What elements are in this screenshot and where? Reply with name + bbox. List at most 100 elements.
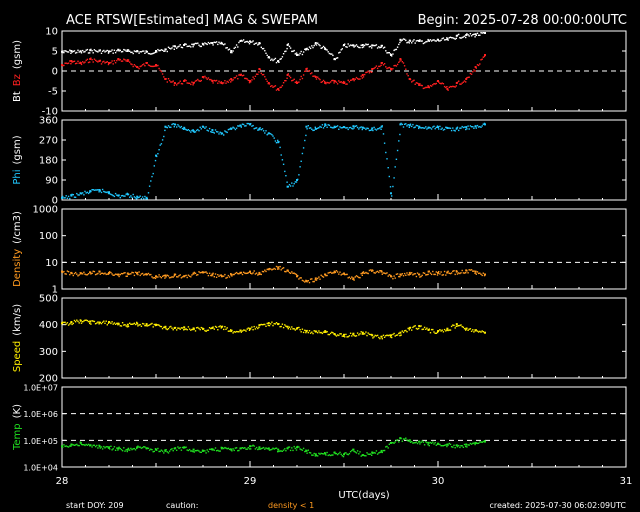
data-point-bt	[225, 47, 227, 49]
data-point-temp	[192, 448, 195, 451]
data-point-speed	[286, 325, 289, 328]
data-point-speed	[227, 330, 230, 332]
data-point-bz	[422, 87, 425, 90]
data-point-speed	[339, 333, 341, 335]
data-point-temp	[286, 447, 289, 450]
data-point-phi	[291, 182, 293, 184]
data-point-temp	[325, 454, 327, 456]
data-point-bz	[111, 60, 113, 62]
data-point-speed	[383, 336, 386, 338]
data-point-bz	[307, 70, 309, 72]
data-point-phi	[430, 128, 433, 130]
data-point-phi	[218, 133, 220, 135]
data-point-bz	[200, 79, 202, 82]
data-point-density	[427, 273, 429, 276]
data-point-temp	[138, 446, 140, 448]
data-point-bz	[430, 85, 433, 87]
data-point-bz	[64, 62, 66, 64]
data-point-bz	[390, 68, 392, 70]
data-point-speed	[214, 325, 217, 328]
data-point-temp	[267, 447, 270, 450]
data-point-density	[358, 276, 360, 279]
data-point-density	[426, 274, 428, 276]
data-point-speed	[393, 332, 395, 335]
data-point-bt	[103, 49, 105, 52]
data-point-bz	[378, 65, 380, 68]
data-point-speed	[247, 327, 249, 329]
data-point-bt	[192, 46, 194, 48]
data-point-temp	[172, 450, 174, 452]
data-point-density	[126, 275, 128, 277]
data-point-phi	[353, 127, 355, 129]
data-point-density	[299, 277, 301, 279]
data-point-bt	[333, 58, 336, 60]
data-point-density	[223, 275, 225, 277]
data-point-bz	[71, 61, 73, 63]
data-point-density	[225, 277, 227, 279]
data-point-bt	[422, 42, 425, 45]
data-point-bt	[206, 43, 208, 46]
data-point-density	[172, 276, 174, 278]
data-point-bz	[192, 82, 195, 84]
data-point-bz	[299, 78, 301, 81]
data-point-phi	[459, 127, 461, 129]
data-point-temp	[65, 445, 67, 447]
data-point-density	[228, 276, 231, 278]
data-point-density	[375, 271, 378, 273]
data-point-bz	[286, 74, 289, 76]
data-point-phi	[382, 133, 385, 135]
data-point-speed	[296, 327, 298, 330]
y-tick-label-bt-bz-0: 10	[45, 27, 58, 38]
data-point-phi	[138, 196, 140, 198]
data-point-phi	[418, 127, 420, 130]
data-point-bz	[141, 64, 144, 66]
data-point-speed	[302, 331, 305, 334]
data-point-temp	[368, 453, 371, 455]
data-point-bz	[313, 75, 315, 77]
data-point-temp	[446, 445, 448, 448]
data-point-bt	[395, 48, 398, 51]
data-point-temp	[155, 448, 157, 451]
data-point-bz	[202, 76, 204, 78]
data-point-density	[399, 273, 402, 276]
data-point-density	[123, 272, 125, 274]
data-point-phi	[176, 126, 178, 128]
data-point-density	[145, 273, 148, 276]
y-axis-label-part-temp-0: Temp	[12, 423, 23, 451]
data-point-bz	[73, 60, 76, 62]
data-point-bz	[393, 65, 395, 67]
data-point-density	[364, 272, 366, 274]
data-point-phi	[281, 159, 284, 161]
data-point-speed	[400, 334, 402, 336]
data-point-bz	[462, 81, 465, 83]
y-axis-label-speed: Speed(km/s)	[12, 304, 23, 372]
data-point-temp	[96, 444, 98, 447]
data-point-bt	[315, 44, 318, 46]
data-point-speed	[224, 326, 226, 328]
data-point-density	[429, 272, 432, 274]
data-point-speed	[308, 330, 311, 332]
data-point-bt	[123, 48, 125, 51]
data-point-temp	[235, 447, 238, 449]
data-point-temp	[248, 448, 251, 450]
data-point-density	[137, 273, 139, 276]
data-point-phi	[103, 190, 105, 193]
data-point-temp	[326, 451, 328, 454]
data-point-temp	[296, 446, 298, 449]
data-point-speed	[274, 323, 277, 325]
data-point-temp	[461, 445, 463, 447]
data-point-temp	[213, 449, 215, 451]
data-point-bt	[340, 49, 342, 51]
data-point-density	[151, 276, 153, 278]
data-point-bt	[111, 49, 113, 51]
data-point-temp	[158, 450, 160, 453]
data-point-temp	[429, 441, 432, 444]
data-point-phi	[380, 128, 382, 130]
data-point-density	[171, 276, 173, 278]
data-point-density	[195, 274, 198, 276]
data-point-density	[380, 270, 383, 273]
data-point-bz	[356, 78, 359, 80]
data-point-density	[258, 273, 260, 276]
data-point-phi	[143, 198, 145, 200]
data-point-temp	[455, 444, 458, 447]
